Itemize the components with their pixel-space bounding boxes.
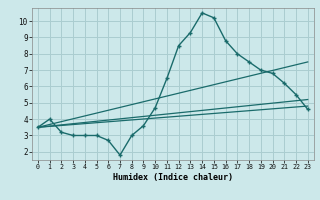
X-axis label: Humidex (Indice chaleur): Humidex (Indice chaleur) [113,173,233,182]
